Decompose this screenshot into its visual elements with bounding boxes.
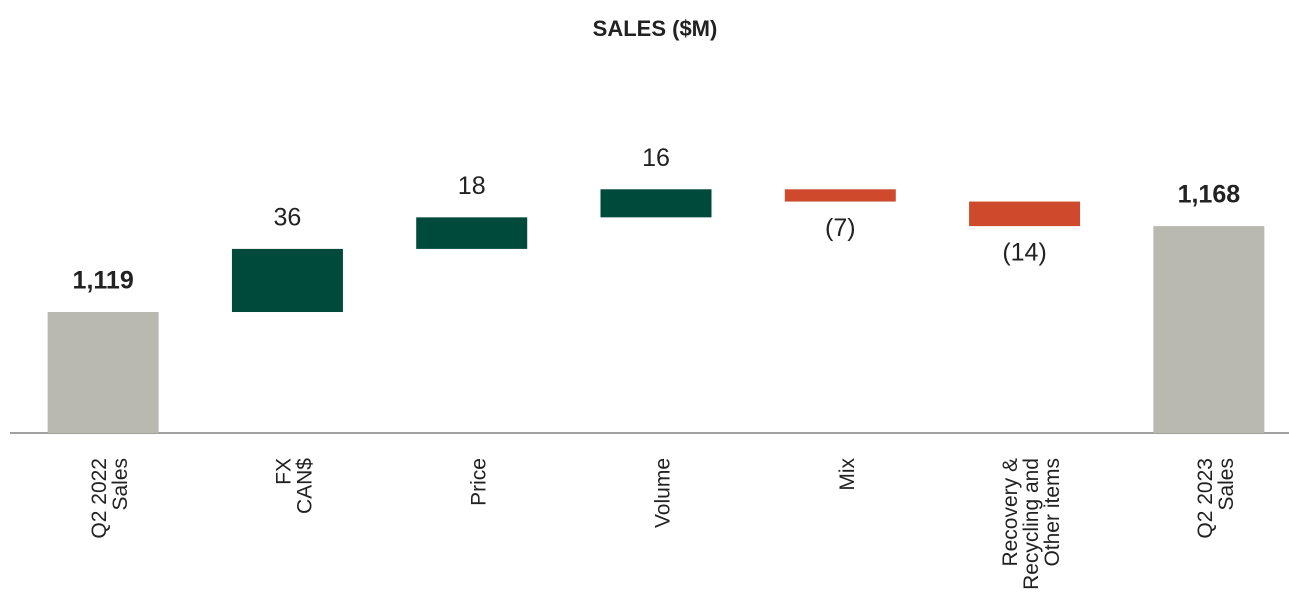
x-tick-label: Q2 2023 xyxy=(1194,458,1217,539)
value-label: (14) xyxy=(1002,239,1046,267)
x-tick-label: Q2 2022 xyxy=(88,458,111,539)
x-tick-label: Price xyxy=(467,458,490,506)
x-tick-label: FX xyxy=(272,458,295,485)
bar xyxy=(416,217,528,249)
x-tick-label: Mix xyxy=(836,458,859,491)
bar xyxy=(600,189,712,218)
value-label: 1,119 xyxy=(73,267,134,295)
chart-title: SALES ($M) xyxy=(593,16,718,41)
x-tick-label: Other items xyxy=(1041,458,1064,567)
bar xyxy=(47,312,159,433)
x-tick-label: CAN$ xyxy=(293,458,316,514)
x-tick-label: Sales xyxy=(1215,458,1238,511)
value-label: (7) xyxy=(825,214,856,242)
value-label: 16 xyxy=(642,144,670,172)
x-tick-label: Sales xyxy=(109,458,132,511)
value-label: 18 xyxy=(458,172,486,200)
x-tick-label: Volume xyxy=(652,458,675,528)
x-tick-label: Recycling and xyxy=(1020,458,1043,590)
bar xyxy=(784,189,896,202)
value-label: 36 xyxy=(274,204,302,232)
bar xyxy=(231,248,343,313)
bar xyxy=(1153,226,1265,433)
value-label: 1,168 xyxy=(1178,181,1241,209)
x-tick-label: Recovery & xyxy=(999,458,1022,567)
bar xyxy=(969,201,1081,227)
